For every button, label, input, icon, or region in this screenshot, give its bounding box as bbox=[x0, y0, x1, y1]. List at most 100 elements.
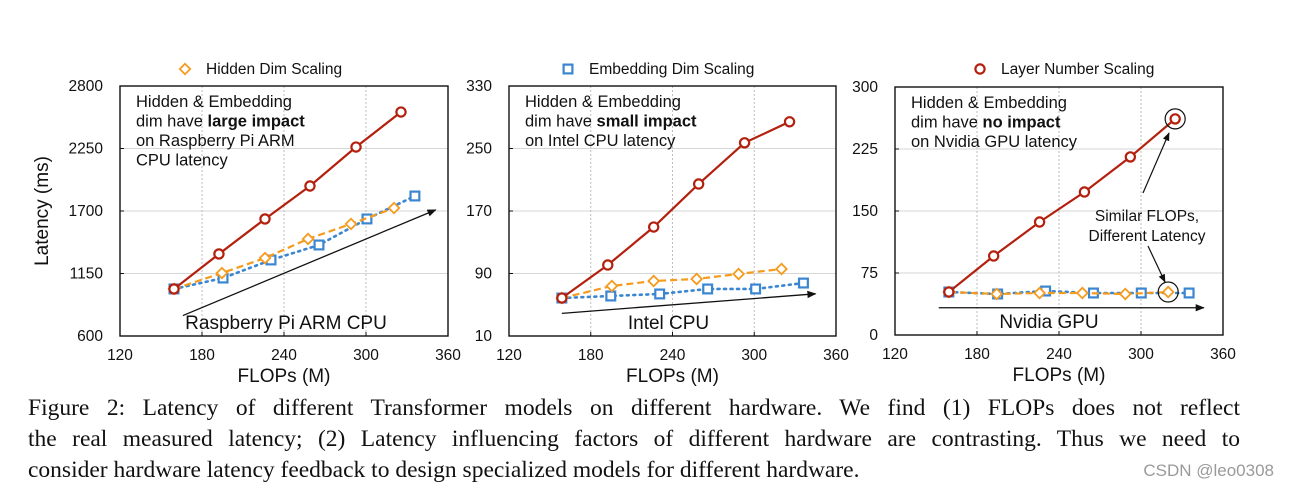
data-point-circle bbox=[783, 116, 796, 128]
y-tick-label: 250 bbox=[466, 141, 492, 158]
legend: Embedding Dim Scaling bbox=[562, 61, 754, 78]
data-point-diamond bbox=[690, 272, 704, 286]
callout: Similar FLOPs, Different Latency bbox=[1089, 108, 1206, 303]
data-point-diamond bbox=[387, 201, 401, 215]
annotation-segment: Hidden & Embedding bbox=[911, 94, 1067, 112]
series-line bbox=[173, 111, 402, 290]
y-tick-label: 600 bbox=[77, 328, 103, 345]
data-point-diamond bbox=[301, 232, 315, 246]
figure: 120 180 240 300 3606001150170022502800FLOPs … bbox=[32, 61, 1236, 387]
legend: Layer Number Scaling bbox=[974, 61, 1154, 78]
annotation-emphasis: no impact bbox=[983, 114, 1061, 132]
data-point-circle bbox=[738, 137, 751, 149]
data-point-diamond bbox=[258, 251, 272, 265]
highlight-circle bbox=[1157, 281, 1179, 303]
trend-arrow bbox=[182, 209, 437, 317]
data-point-diamond bbox=[775, 262, 788, 276]
x-axis-label: FLOPs (M) bbox=[238, 366, 331, 387]
caption-line-3: consider hardware latency feedback to de… bbox=[28, 457, 860, 483]
annotation-segment: dim have bbox=[525, 113, 597, 131]
data-point-circle bbox=[304, 180, 316, 192]
x-tick-label: 120 bbox=[496, 347, 522, 364]
data-point-circle bbox=[647, 221, 660, 233]
x-tick-label: 360 bbox=[435, 347, 461, 364]
caption-line-2: the real measured latency; (2) Latency i… bbox=[28, 426, 1240, 452]
series-line bbox=[561, 120, 791, 299]
hardware-label: Nvidia GPU bbox=[999, 312, 1098, 333]
x-axis-label: FLOPs (M) bbox=[1013, 365, 1106, 386]
series-line bbox=[172, 194, 417, 291]
data-point-circle bbox=[213, 248, 225, 260]
data-point-square bbox=[409, 190, 421, 202]
data-point-diamond bbox=[990, 287, 1004, 301]
annotation-text: Hidden & Embedding dim have large impact o… bbox=[136, 93, 305, 170]
callout-line: Different Latency bbox=[1089, 228, 1206, 245]
y-tick-label: 300 bbox=[852, 79, 878, 96]
y-tick-label: 0 bbox=[869, 327, 878, 344]
data-point-square bbox=[702, 283, 714, 295]
data-point-diamond bbox=[1033, 286, 1047, 300]
data-point-circle bbox=[350, 141, 362, 153]
legend-marker-circle-icon bbox=[974, 63, 986, 75]
data-point-circle bbox=[1078, 186, 1091, 198]
legend: Hidden Dim Scaling bbox=[178, 61, 342, 78]
annotation-segment: on Raspberry Pi ARM bbox=[136, 132, 295, 150]
annotation-emphasis: large impact bbox=[208, 113, 306, 131]
annotation-text: Hidden & Embedding dim have small impact o… bbox=[525, 93, 697, 150]
data-point-circle bbox=[692, 178, 705, 190]
x-tick-label: 240 bbox=[1046, 346, 1072, 363]
callout-arrow-up bbox=[1142, 132, 1170, 194]
data-point-circle bbox=[987, 250, 1000, 262]
callout-arrow-down bbox=[1147, 245, 1166, 283]
y-tick-label: 225 bbox=[852, 141, 878, 158]
x-tick-label: 300 bbox=[353, 347, 379, 364]
data-point-diamond bbox=[1161, 285, 1175, 299]
annotation-segment: on Nvidia GPU latency bbox=[911, 133, 1078, 151]
data-point-diamond bbox=[732, 267, 746, 281]
data-point-square bbox=[750, 283, 762, 295]
y-axis-label: Latency (ms) bbox=[32, 156, 53, 266]
y-tick-label: 170 bbox=[466, 203, 492, 220]
x-axis-label: FLOPs (M) bbox=[626, 366, 719, 387]
chart-panel-1: 120 180 240 300 360 600 1150 1700 2250 2800 FLOPs … bbox=[32, 61, 461, 387]
x-tick-label: 360 bbox=[823, 347, 849, 364]
chart-panel-3: 120 180 240 300 360 0 75 150 225 300 FLOPs (M) Laye… bbox=[852, 61, 1236, 386]
data-point-square bbox=[313, 239, 325, 251]
y-tick-label: 150 bbox=[852, 203, 878, 220]
data-point-diamond bbox=[647, 274, 661, 288]
data-point-circle bbox=[1124, 151, 1137, 163]
y-tick-label: 1700 bbox=[69, 203, 104, 220]
data-point-diamond bbox=[1118, 287, 1132, 301]
x-tick-label: 120 bbox=[107, 347, 133, 364]
series-embedding-dim-scaling bbox=[943, 285, 1195, 300]
figure-caption: Figure 2: Latency of different Transform… bbox=[28, 393, 1240, 486]
legend-label: Embedding Dim Scaling bbox=[589, 61, 754, 78]
x-tick-label: 240 bbox=[271, 347, 297, 364]
watermark: CSDN @leo0308 bbox=[1143, 461, 1274, 480]
annotation-text: Hidden & Embedding dim have no impact on N… bbox=[911, 94, 1078, 151]
legend-label: Hidden Dim Scaling bbox=[206, 61, 342, 78]
x-tick-label: 300 bbox=[741, 347, 767, 364]
data-point-square bbox=[605, 290, 617, 302]
chart-panel-2: 120 180 240 300 360 10 90 170 250 330 FLOPs (M) Emb… bbox=[466, 61, 849, 387]
series-layer-number-scaling bbox=[943, 113, 1181, 298]
data-point-square bbox=[654, 288, 666, 300]
data-point-diamond bbox=[1075, 286, 1089, 300]
callout-text: Similar FLOPs, Different Latency bbox=[1089, 208, 1206, 245]
x-tick-label: 240 bbox=[660, 347, 686, 364]
data-point-square bbox=[797, 277, 809, 289]
y-tick-label: 2800 bbox=[69, 78, 104, 95]
series-line bbox=[948, 290, 1169, 296]
data-point-diamond bbox=[605, 279, 619, 293]
y-tick-label: 2250 bbox=[69, 141, 104, 158]
series-layer-number-scaling bbox=[556, 116, 796, 304]
series-line bbox=[173, 207, 395, 290]
series-line bbox=[948, 118, 1176, 293]
annotation-segment: Hidden & Embedding bbox=[525, 93, 681, 111]
x-tick-label: 180 bbox=[964, 346, 990, 363]
hardware-label: Raspberry Pi ARM CPU bbox=[185, 313, 387, 334]
caption-line-1: Figure 2: Latency of different Transform… bbox=[28, 395, 1240, 421]
series-layer-number-scaling bbox=[168, 106, 407, 295]
hardware-label: Intel CPU bbox=[628, 313, 709, 334]
data-point-circle bbox=[1169, 113, 1181, 125]
